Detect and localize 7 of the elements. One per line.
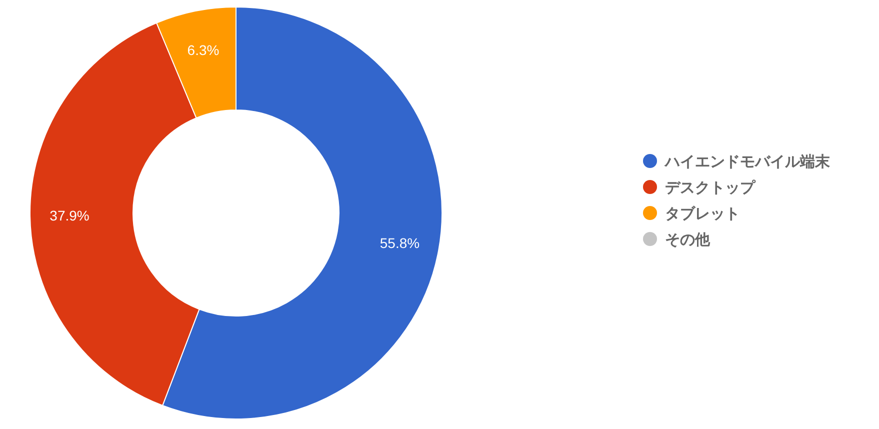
legend-label: デスクトップ xyxy=(665,180,756,196)
legend-label: ハイエンドモバイル端末 xyxy=(664,154,831,170)
legend-label: タブレット xyxy=(665,206,740,222)
data-label: 6.3% xyxy=(187,42,220,58)
data-label: 55.8% xyxy=(380,235,420,252)
data-label: 37.9% xyxy=(50,208,90,224)
legend-label: その他 xyxy=(665,232,711,248)
